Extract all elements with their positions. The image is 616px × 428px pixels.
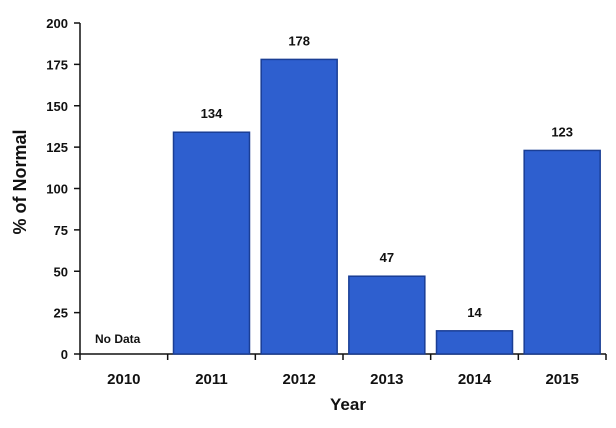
y-tick-label: 150 bbox=[46, 99, 68, 114]
bar-2012 bbox=[260, 58, 338, 355]
y-axis-title: % of Normal bbox=[10, 129, 30, 234]
y-tick-label: 25 bbox=[54, 306, 68, 321]
x-tick-label: 2014 bbox=[458, 371, 492, 388]
x-tick-label: 2015 bbox=[545, 371, 578, 388]
data-label: 134 bbox=[201, 106, 223, 121]
y-tick-label: 175 bbox=[46, 57, 68, 72]
x-tick-label: 2013 bbox=[370, 371, 403, 388]
x-axis-title: Year bbox=[330, 395, 366, 414]
no-data-label: No Data bbox=[95, 332, 141, 346]
y-tick-label: 75 bbox=[54, 223, 68, 238]
x-tick-label: 2011 bbox=[195, 371, 228, 388]
data-label: 47 bbox=[380, 250, 394, 265]
bar-2015 bbox=[523, 149, 601, 355]
x-tick-label: 2010 bbox=[107, 371, 140, 388]
x-tick-label: 2012 bbox=[282, 371, 315, 388]
data-label: 123 bbox=[551, 124, 573, 139]
data-label: 178 bbox=[288, 33, 310, 48]
y-tick-label: 50 bbox=[54, 264, 68, 279]
y-tick-label: 125 bbox=[46, 140, 68, 155]
y-tick-label: 200 bbox=[46, 16, 68, 31]
data-label: 14 bbox=[467, 305, 482, 320]
bar-2011 bbox=[172, 131, 251, 355]
y-axis-title-group: % of Normal bbox=[10, 129, 30, 234]
bar-2014 bbox=[435, 330, 514, 355]
bar-2013 bbox=[348, 275, 426, 355]
plot-area: 0 25 50 75 100 125 150 175 200 2010 No Data 2011 134… bbox=[46, 16, 607, 388]
y-tick-label: 100 bbox=[46, 182, 68, 197]
y-tick-label: 0 bbox=[61, 347, 68, 362]
